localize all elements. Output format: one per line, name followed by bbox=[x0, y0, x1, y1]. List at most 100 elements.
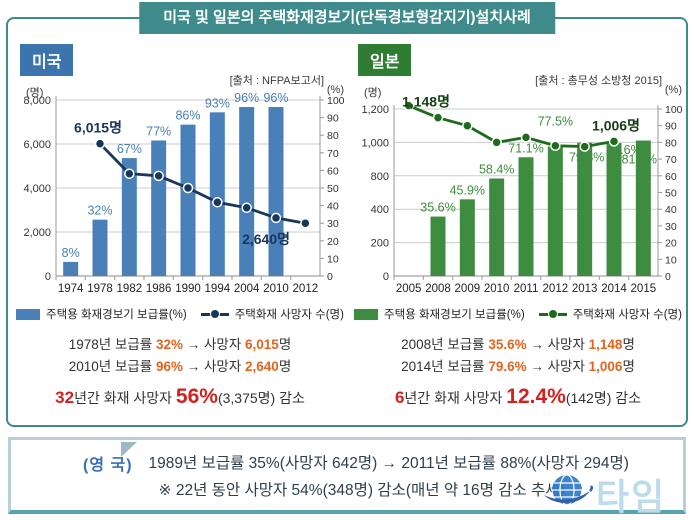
right-axis-tick-label: 20 bbox=[665, 238, 677, 250]
left-axis-tick-label: 4,000 bbox=[23, 183, 51, 195]
bar-swatch-icon bbox=[16, 308, 41, 320]
bar-value-label: 8% bbox=[62, 246, 80, 260]
right-axis-tick-label: 90 bbox=[665, 121, 677, 133]
right-axis-tick-label: 90 bbox=[327, 113, 339, 125]
right-axis-tick-label: 100 bbox=[327, 95, 345, 107]
note-line: 2014년 보급률 79.6% → 사망자 1,006명 bbox=[352, 356, 684, 378]
right-axis-unit: (%) bbox=[326, 84, 344, 96]
left-axis-tick-label: 0 bbox=[383, 271, 389, 283]
right-axis-tick-label: 70 bbox=[665, 154, 677, 166]
bar-value-label: 35.6% bbox=[420, 201, 455, 215]
bar-value-label: 71.1% bbox=[508, 141, 543, 155]
bar bbox=[547, 146, 563, 276]
bar bbox=[92, 219, 108, 276]
bar-value-label: 79.8% bbox=[569, 151, 604, 165]
left-axis-tick-label: 800 bbox=[371, 171, 389, 183]
bar-value-label: 79.6% bbox=[606, 143, 641, 157]
right-axis-tick-label: 0 bbox=[665, 271, 671, 283]
right-axis-tick-label: 80 bbox=[665, 137, 677, 149]
note-part: 32% bbox=[155, 337, 183, 352]
line-point bbox=[579, 141, 590, 152]
bar-value-label: 96% bbox=[234, 92, 259, 105]
panel-usa: 미국 [출처 : NFPA보고서] (명) (%) 0 2,000 4,000 6,0… bbox=[14, 40, 346, 418]
summary-line: 6년간 화재 사망자 12.4%(142명) 감소 bbox=[352, 386, 684, 409]
bar bbox=[268, 107, 284, 276]
note-part: 년간 화재 사망자 bbox=[404, 390, 507, 406]
note-part: 1,148 bbox=[588, 337, 623, 352]
note-part: 32 bbox=[55, 388, 75, 407]
line-point bbox=[124, 168, 135, 179]
line-point bbox=[300, 217, 311, 229]
x-axis-category-label: 1982 bbox=[117, 283, 143, 295]
note-part: 56% bbox=[175, 385, 218, 408]
bar bbox=[489, 178, 505, 276]
bar bbox=[430, 216, 446, 276]
right-axis-tick-label: 20 bbox=[327, 236, 339, 248]
legend-item-bar: 주택용 화재경보기 보급률(%) bbox=[16, 306, 187, 322]
right-axis-tick-label: 70 bbox=[327, 148, 339, 160]
outer-frame bbox=[6, 17, 688, 427]
right-axis-tick-label: 10 bbox=[327, 253, 339, 265]
note-part: 12.4% bbox=[506, 385, 566, 408]
x-axis-category-label: 2010 bbox=[263, 283, 289, 295]
left-axis-unit: (명) bbox=[364, 87, 382, 99]
x-axis-category-label: 2015 bbox=[631, 283, 657, 295]
line-point bbox=[94, 138, 106, 149]
japan-notes: 2008년 보급률 35.6% → 사망자 1,148명 2014년 보급률 79… bbox=[352, 334, 684, 409]
source-label: [출처 : NFPA보고서] bbox=[229, 75, 324, 87]
globe-icon bbox=[544, 474, 594, 506]
bar-swatch-icon bbox=[354, 308, 379, 320]
line-point bbox=[212, 197, 223, 208]
line-point bbox=[241, 202, 252, 214]
bar-value-label: 58.4% bbox=[479, 162, 514, 176]
right-axis-tick-label: 40 bbox=[665, 204, 677, 216]
note-part: (142명) 감소 bbox=[565, 390, 642, 406]
bar bbox=[151, 140, 167, 276]
right-axis-tick-label: 40 bbox=[327, 201, 339, 213]
x-axis-category-label: 1974 bbox=[58, 283, 84, 295]
country-badge-usa: 미국 bbox=[20, 44, 74, 76]
note-part: 35.6% bbox=[488, 337, 527, 352]
note-part: 6,015 bbox=[245, 337, 279, 352]
legend-line-label: 주택화재 사망자 수(명) bbox=[572, 309, 682, 321]
bar bbox=[180, 124, 196, 276]
right-axis-tick-label: 60 bbox=[665, 171, 677, 183]
left-axis-tick-label: 6,000 bbox=[23, 139, 51, 151]
note-part: → 사망자 bbox=[183, 359, 246, 374]
right-axis-tick-label: 30 bbox=[665, 221, 677, 233]
x-axis-category-label: 2012 bbox=[293, 283, 319, 295]
bar bbox=[577, 142, 593, 276]
legend: 주택용 화재경보기 보급률(%) 주택화재 사망자 수(명) bbox=[14, 306, 346, 322]
bar-value-label: 77% bbox=[146, 124, 171, 138]
left-axis-tick-label: 0 bbox=[45, 271, 51, 283]
bar bbox=[459, 199, 475, 276]
bar bbox=[209, 112, 225, 276]
line-marker-icon bbox=[200, 309, 229, 319]
legend-bar-label: 주택용 화재경보기 보급률(%) bbox=[46, 309, 187, 321]
line-point bbox=[491, 137, 502, 148]
note-part: 96% bbox=[155, 359, 183, 374]
note-part: (3,375명) 감소 bbox=[217, 390, 305, 406]
left-axis-tick-label: 8,000 bbox=[23, 95, 51, 107]
x-axis-category-label: 2012 bbox=[543, 283, 569, 295]
bar-value-label: 86% bbox=[175, 109, 200, 123]
watermark-text: 타임뉴스 bbox=[596, 476, 667, 517]
note-part: → 사망자 bbox=[183, 337, 246, 352]
note-line: 2008년 보급률 35.6% → 사망자 1,148명 bbox=[352, 334, 684, 356]
left-axis-tick-label: 1,200 bbox=[361, 104, 389, 116]
callout-notch bbox=[121, 442, 137, 457]
note-part: 2,640 bbox=[245, 359, 279, 374]
bar bbox=[635, 140, 651, 276]
right-axis-tick-label: 100 bbox=[665, 104, 683, 116]
legend-item-line: 주택화재 사망자 수(명) bbox=[200, 306, 344, 322]
note-line: 1978년 보급률 32% → 사망자 6,015명 bbox=[14, 334, 346, 356]
x-axis-category-label: 1978 bbox=[87, 283, 113, 295]
line-point bbox=[432, 112, 444, 123]
x-axis-category-label: 2010 bbox=[484, 283, 510, 295]
right-axis-tick-label: 0 bbox=[327, 271, 333, 283]
left-axis-unit: (명) bbox=[26, 87, 44, 99]
right-axis-tick-label: 50 bbox=[327, 183, 339, 195]
x-axis-category-label: 2013 bbox=[572, 283, 598, 295]
deaths-line bbox=[408, 104, 615, 148]
